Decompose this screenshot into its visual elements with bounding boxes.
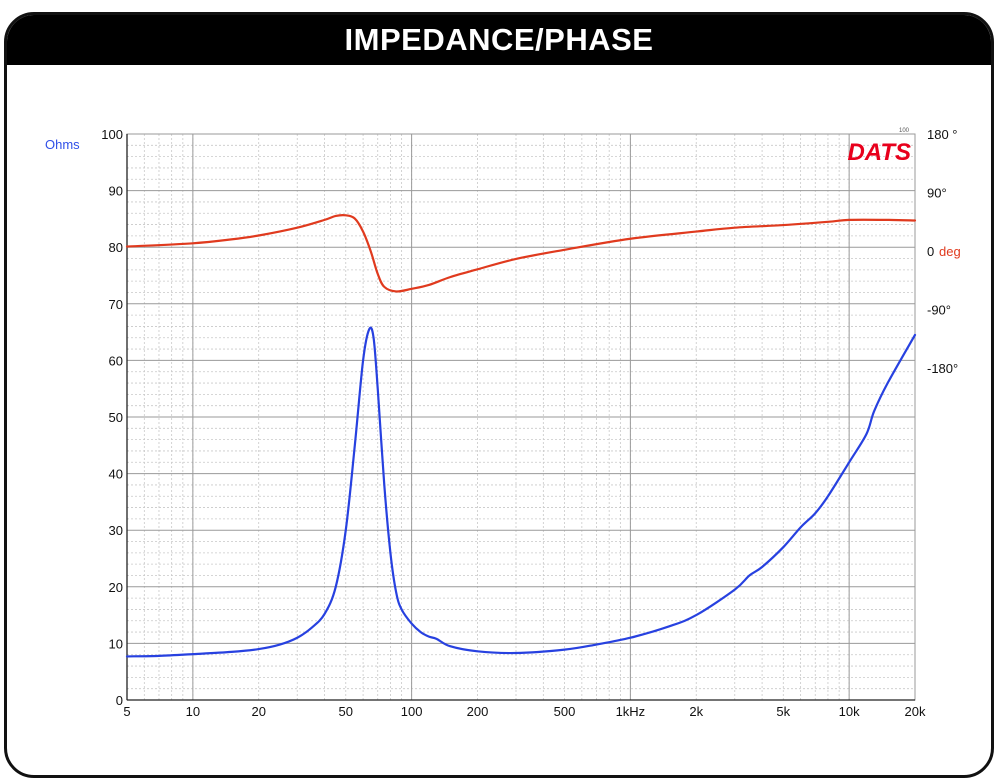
- x-tick-label: 500: [554, 704, 576, 719]
- phase-curve: [125, 214, 917, 293]
- y-left-tick-label: 10: [109, 636, 123, 651]
- y-left-tick-label: 50: [109, 410, 123, 425]
- y-left-tick-label: 80: [109, 240, 123, 255]
- y-left-tick-label: 90: [109, 184, 123, 199]
- chart-frame: IMPEDANCE/PHASE 5 10 20 50 100 200 500 1kHz 2k 5k…: [4, 12, 994, 778]
- x-tick-label: 100: [401, 704, 423, 719]
- y-left-tick-label: 20: [109, 580, 123, 595]
- y-left-tick-labels: 0 10 20 30 40 50 60 70 80 90 100: [101, 127, 123, 708]
- x-tick-label: 20: [251, 704, 265, 719]
- y-right-tick-label: -90°: [927, 303, 951, 318]
- major-grid: [127, 134, 915, 700]
- x-tick-label: 2k: [689, 704, 703, 719]
- y-left-tick-label: 0: [116, 693, 123, 708]
- y-right-tick-label: 180 °: [927, 127, 958, 142]
- impedance-curve: [125, 326, 917, 658]
- dats-logo: DATS: [847, 139, 911, 166]
- x-tick-label: 50: [339, 704, 353, 719]
- x-tick-label: 5k: [776, 704, 790, 719]
- y-left-tick-label: 70: [109, 297, 123, 312]
- x-tick-labels: 5 10 20 50 100 200 500 1kHz 2k 5k 10k 20k: [123, 704, 926, 719]
- x-tick-label: 200: [467, 704, 489, 719]
- y-right-tick-label: 90°: [927, 186, 947, 201]
- y-right-tick-label: -180°: [927, 361, 958, 376]
- y-left-tick-label: 30: [109, 523, 123, 538]
- x-tick-label: 10k: [839, 704, 860, 719]
- x-tick-label: 20k: [905, 704, 926, 719]
- y-left-tick-label: 100: [101, 127, 123, 142]
- x-tick-label: 5: [123, 704, 130, 719]
- dats-logo-superscript: 100: [899, 128, 910, 134]
- minor-grid: [127, 134, 915, 700]
- y-right-tick-label: 0: [927, 244, 934, 259]
- x-tick-label: 10: [186, 704, 200, 719]
- y-right-unit-label: deg: [939, 244, 961, 259]
- y-left-tick-label: 60: [109, 353, 123, 368]
- y-left-axis-label: Ohms: [45, 137, 80, 152]
- y-right-tick-labels: 180 ° 90° 0 deg -90° -180°: [927, 127, 961, 376]
- x-tick-label: 1kHz: [616, 704, 646, 719]
- impedance-phase-chart: 5 10 20 50 100 200 500 1kHz 2k 5k 10k 20k0102030405…: [45, 127, 961, 719]
- y-left-tick-label: 40: [109, 467, 123, 482]
- chart-title: IMPEDANCE/PHASE: [7, 15, 991, 65]
